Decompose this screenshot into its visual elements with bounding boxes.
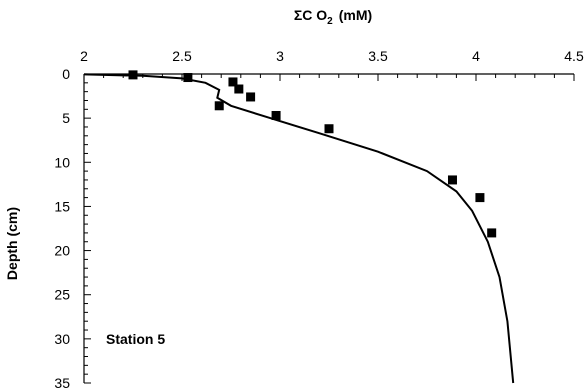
x-axis-ticks: 2 2.5 3 3.5 4 4.5 [80, 48, 584, 81]
data-point-square [324, 124, 334, 134]
data-point-square [475, 193, 485, 203]
y-axis-title: Depth (cm) [4, 207, 20, 280]
y-axis-ticks: 0 5 10 15 20 25 30 35 [54, 66, 91, 391]
data-point-square [214, 101, 224, 111]
data-point-square [447, 175, 457, 185]
x-tick-label: 3.5 [368, 48, 388, 64]
y-tick-label: 10 [54, 154, 70, 170]
y-tick-label: 20 [54, 243, 70, 259]
data-point-square [271, 110, 281, 120]
data-point-square [228, 77, 238, 87]
y-tick-label: 35 [54, 375, 70, 391]
x-tick-label: 3 [276, 48, 284, 64]
y-tick-label: 0 [62, 66, 70, 82]
x-axis-title: ΣC O2 (mM) [294, 7, 372, 27]
x-tick-label: 4 [472, 48, 480, 64]
data-point-square [128, 70, 138, 80]
x-axis-title-main: ΣC O [294, 7, 327, 23]
data-point-square [183, 73, 193, 83]
fit-curve [83, 73, 515, 384]
x-tick-label: 4.5 [564, 48, 584, 64]
data-point-square [234, 84, 244, 94]
x-tick-label: 2 [80, 48, 88, 64]
axes [83, 73, 574, 383]
y-tick-label: 30 [54, 331, 70, 347]
x-axis-title-unit: (mM) [339, 7, 372, 23]
station-annotation: Station 5 [106, 331, 165, 347]
y-tick-label: 15 [54, 198, 70, 214]
x-axis-title-subscript: 2 [327, 16, 333, 27]
x-tick-label: 2.5 [172, 48, 192, 64]
data-point-square [246, 92, 256, 102]
data-points [128, 70, 497, 238]
y-tick-label: 5 [62, 110, 70, 126]
y-tick-label: 25 [54, 287, 70, 303]
data-point-square [487, 228, 497, 238]
